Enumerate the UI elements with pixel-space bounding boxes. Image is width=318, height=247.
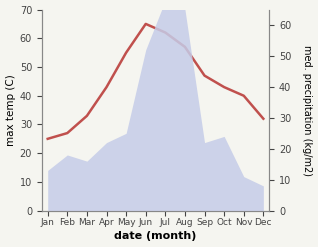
Y-axis label: med. precipitation (kg/m2): med. precipitation (kg/m2) <box>302 45 313 176</box>
X-axis label: date (month): date (month) <box>114 231 197 242</box>
Y-axis label: max temp (C): max temp (C) <box>5 74 16 146</box>
